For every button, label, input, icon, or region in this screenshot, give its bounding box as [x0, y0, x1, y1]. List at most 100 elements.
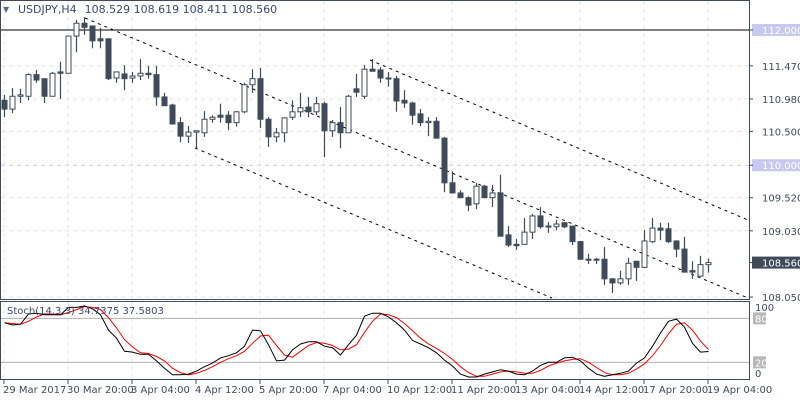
candle [105, 38, 112, 81]
candle-body [617, 278, 624, 284]
channel-line-upper-2[interactable] [369, 59, 749, 221]
candle [601, 247, 608, 285]
candle-body [169, 104, 176, 125]
candle [593, 257, 600, 264]
candle-body [569, 225, 576, 243]
current-price-label-bg [752, 256, 800, 269]
stoch-level-label-bg [753, 356, 766, 369]
candle [449, 171, 456, 194]
candle [537, 207, 544, 229]
candle-body [97, 38, 104, 42]
menu-triangle-down-icon[interactable]: ▼ [3, 5, 10, 14]
candle [225, 111, 232, 131]
candle-body [329, 122, 336, 132]
candle [681, 236, 688, 273]
candle [633, 260, 640, 281]
candle [625, 257, 632, 285]
candle-body [529, 215, 536, 233]
candle-body [57, 71, 64, 74]
candle [385, 71, 392, 87]
candle [281, 117, 288, 143]
time-axis-label: 14 Apr 12:00 [579, 385, 644, 396]
stochastic-label: Stoch(14,3,3) 34.7375 37.5803 [7, 306, 164, 317]
time-axis: 29 Mar 2017 30 Mar 20:003 Apr 04:00 4 Apr … [3, 380, 772, 396]
candle-body [217, 114, 224, 118]
symbol-title: USDJPY,H4 [18, 3, 77, 16]
candle-body [265, 118, 272, 138]
candle [441, 136, 448, 193]
stochastic-panel [1, 305, 749, 378]
candle-body [177, 122, 184, 137]
candle-body [201, 118, 208, 134]
candle [17, 88, 24, 104]
candle [65, 35, 72, 74]
candle-body [497, 192, 504, 237]
time-axis-label: 17 Apr 20:00 [643, 385, 708, 396]
candle-body [481, 185, 488, 199]
candle-body [153, 74, 160, 98]
candle-body [193, 130, 200, 133]
candle [497, 174, 504, 237]
candle-body [281, 117, 288, 134]
candle [377, 67, 384, 83]
candle-body [225, 114, 232, 124]
candle [457, 190, 464, 199]
candle-body [425, 120, 432, 124]
candle-body [81, 22, 88, 28]
candle-body [185, 131, 192, 137]
channel-line-upper-1[interactable] [84, 17, 749, 299]
candle-body [609, 278, 616, 284]
price-tick-label: 109.030 [762, 227, 800, 238]
candle-body [257, 78, 264, 120]
candle [425, 117, 432, 137]
channel-line-lower[interactable] [194, 147, 553, 299]
candle [689, 261, 696, 279]
candle-body [393, 78, 400, 102]
candle [201, 111, 208, 137]
candle [169, 103, 176, 125]
price-level-label: 112.000 [762, 26, 800, 37]
candle-body [321, 103, 328, 132]
price-tick-label: 111.470 [762, 62, 800, 73]
candle-body [489, 192, 496, 199]
candle-body [385, 77, 392, 80]
candle-body [545, 225, 552, 228]
candle [41, 78, 48, 104]
candle [129, 71, 136, 83]
candle [33, 69, 40, 83]
candle-body [41, 78, 48, 97]
candle [329, 119, 336, 137]
candle-body [689, 270, 696, 273]
ohlc-values: 108.529 108.619 108.411 108.560 [85, 3, 277, 16]
stoch-k-line [4, 305, 709, 378]
candle [529, 213, 536, 239]
candle-body [585, 258, 592, 261]
candle-body [673, 240, 680, 250]
horizontal-levels [1, 29, 749, 166]
price-tick-label: 108.050 [762, 293, 800, 304]
candle [569, 225, 576, 246]
candle [193, 130, 200, 149]
stoch-axis-label: 0 [755, 369, 761, 380]
candle [369, 59, 376, 72]
candle-body [9, 95, 16, 110]
candle-body [49, 72, 56, 97]
candle-body [649, 227, 656, 243]
candle-body [409, 102, 416, 116]
grid [1, 1, 749, 379]
candle [401, 90, 408, 108]
candle [145, 65, 152, 79]
candle [361, 65, 368, 99]
candle-body [89, 25, 96, 42]
price-axis: 111.470 110.980 110.500 109.520 109.030 108.0… [749, 24, 800, 380]
candle-body [345, 95, 352, 134]
candle [393, 75, 400, 112]
candle [697, 255, 704, 277]
candle [337, 107, 344, 149]
candle-body [249, 78, 256, 86]
trend-lines[interactable] [84, 17, 749, 299]
candle-body [33, 74, 40, 81]
stoch-axis-label: 80 [755, 314, 768, 325]
candle [57, 61, 64, 99]
